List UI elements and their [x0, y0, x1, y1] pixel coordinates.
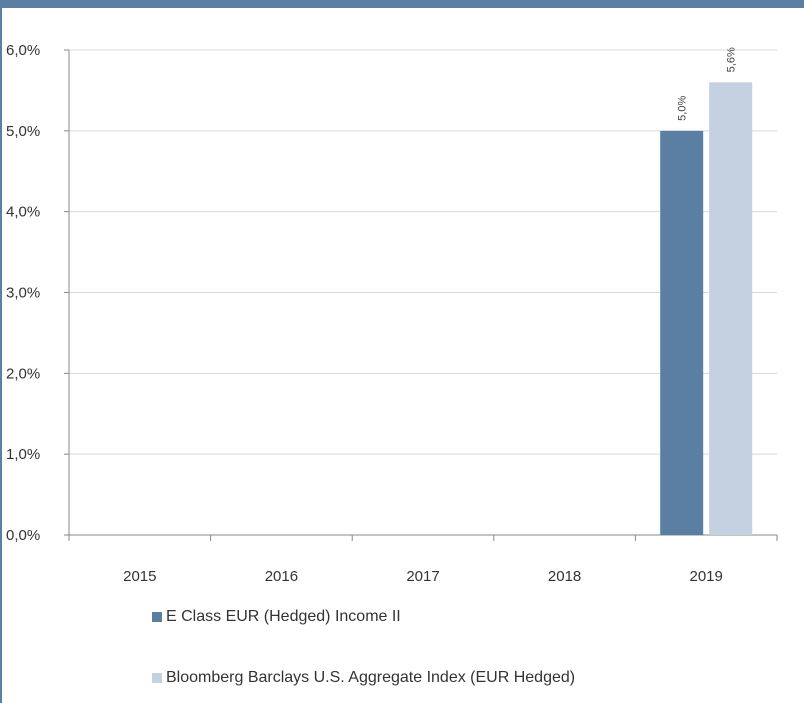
legend-item-series-2: Bloomberg Barclays U.S. Aggregate Index …	[152, 669, 575, 687]
bar-series-2-2019	[709, 82, 753, 535]
x-tick-label-2019: 2019	[690, 568, 723, 585]
x-tick-label-2018: 2018	[548, 568, 581, 585]
x-tick-label-2016: 2016	[265, 568, 298, 585]
gridlines	[69, 49, 777, 455]
data-label-series-2-2019: 5,6%	[726, 47, 738, 72]
y-tick-label-6: 6,0%	[6, 42, 40, 59]
axes: 0,0% 1,0% 2,0% 3,0% 4,0% 5,0% 6,0% 2015 2016 2017…	[6, 42, 778, 585]
y-tick-label-1: 1,0%	[6, 446, 40, 463]
bar-chart: 0,0% 1,0% 2,0% 3,0% 4,0% 5,0% 6,0% 2015 2016 2017…	[6, 42, 778, 585]
legend-swatch-series-2	[152, 673, 162, 683]
x-tick-label-2017: 2017	[406, 568, 439, 585]
data-labels: 5,0% 5,6%	[677, 47, 738, 121]
left-border	[0, 8, 2, 703]
header-bar	[0, 0, 804, 8]
legend-label-series-2: Bloomberg Barclays U.S. Aggregate Index …	[166, 669, 576, 686]
bar-series-1-2019	[660, 130, 704, 536]
y-tick-label-2: 2,0%	[6, 365, 40, 382]
y-tick-label-3: 3,0%	[6, 285, 40, 302]
y-tick-label-0: 0,0%	[6, 527, 40, 544]
legend-label-series-1: E Class EUR (Hedged) Income II	[166, 608, 401, 625]
data-label-series-1-2019: 5,0%	[677, 96, 689, 121]
bars	[660, 82, 753, 536]
legend-item-series-1: E Class EUR (Hedged) Income II	[152, 608, 401, 626]
legend-swatch-series-1	[152, 612, 162, 622]
y-tick-label-4: 4,0%	[6, 204, 40, 221]
y-tick-label-5: 5,0%	[6, 123, 40, 140]
x-tick-label-2015: 2015	[123, 568, 156, 585]
